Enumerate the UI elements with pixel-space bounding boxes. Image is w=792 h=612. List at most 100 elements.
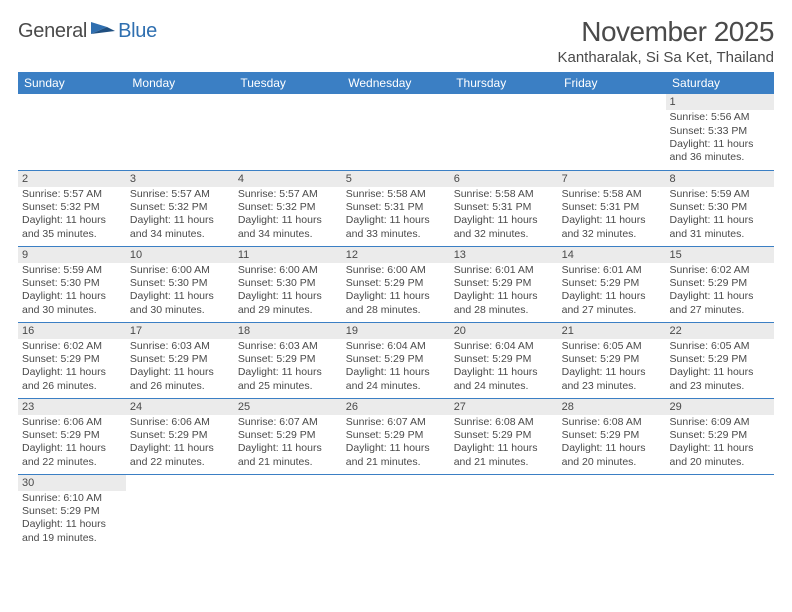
daylight-text: Daylight: 11 hours xyxy=(454,442,554,455)
calendar-cell: 30Sunrise: 6:10 AMSunset: 5:29 PMDayligh… xyxy=(18,474,126,550)
calendar-cell: 8Sunrise: 5:59 AMSunset: 5:30 PMDaylight… xyxy=(666,170,774,246)
location: Kantharalak, Si Sa Ket, Thailand xyxy=(557,49,774,66)
sunrise-text: Sunrise: 6:01 AM xyxy=(562,264,662,277)
sunset-text: Sunset: 5:29 PM xyxy=(454,353,554,366)
calendar-cell: 13Sunrise: 6:01 AMSunset: 5:29 PMDayligh… xyxy=(450,246,558,322)
daylight-text: and 29 minutes. xyxy=(238,304,338,317)
sunrise-text: Sunrise: 6:02 AM xyxy=(22,340,122,353)
daylight-text: Daylight: 11 hours xyxy=(22,366,122,379)
daylight-text: and 34 minutes. xyxy=(238,228,338,241)
calendar-cell xyxy=(558,474,666,550)
daylight-text: Daylight: 11 hours xyxy=(670,214,770,227)
sunset-text: Sunset: 5:29 PM xyxy=(22,353,122,366)
sunset-text: Sunset: 5:29 PM xyxy=(670,429,770,442)
daylight-text: and 35 minutes. xyxy=(22,228,122,241)
sunset-text: Sunset: 5:29 PM xyxy=(346,353,446,366)
day-number: 14 xyxy=(558,247,666,263)
day-number: 28 xyxy=(558,399,666,415)
calendar-cell: 2Sunrise: 5:57 AMSunset: 5:32 PMDaylight… xyxy=(18,170,126,246)
weekday-header: Tuesday xyxy=(234,72,342,94)
day-number: 2 xyxy=(18,171,126,187)
daylight-text: and 23 minutes. xyxy=(670,380,770,393)
sunrise-text: Sunrise: 6:04 AM xyxy=(454,340,554,353)
sunset-text: Sunset: 5:29 PM xyxy=(346,429,446,442)
sunset-text: Sunset: 5:29 PM xyxy=(22,505,122,518)
daylight-text: Daylight: 11 hours xyxy=(238,366,338,379)
daylight-text: Daylight: 11 hours xyxy=(22,290,122,303)
daylight-text: Daylight: 11 hours xyxy=(346,214,446,227)
calendar-cell: 22Sunrise: 6:05 AMSunset: 5:29 PMDayligh… xyxy=(666,322,774,398)
day-number: 24 xyxy=(126,399,234,415)
daylight-text: Daylight: 11 hours xyxy=(454,290,554,303)
day-number: 26 xyxy=(342,399,450,415)
calendar-cell: 7Sunrise: 5:58 AMSunset: 5:31 PMDaylight… xyxy=(558,170,666,246)
sunset-text: Sunset: 5:31 PM xyxy=(346,201,446,214)
sunset-text: Sunset: 5:29 PM xyxy=(670,353,770,366)
daylight-text: Daylight: 11 hours xyxy=(670,442,770,455)
calendar-row: 23Sunrise: 6:06 AMSunset: 5:29 PMDayligh… xyxy=(18,398,774,474)
daylight-text: Daylight: 11 hours xyxy=(130,442,230,455)
calendar-cell: 6Sunrise: 5:58 AMSunset: 5:31 PMDaylight… xyxy=(450,170,558,246)
day-number: 23 xyxy=(18,399,126,415)
daylight-text: and 26 minutes. xyxy=(22,380,122,393)
sunrise-text: Sunrise: 6:09 AM xyxy=(670,416,770,429)
sunrise-text: Sunrise: 6:00 AM xyxy=(238,264,338,277)
weekday-header: Monday xyxy=(126,72,234,94)
daylight-text: Daylight: 11 hours xyxy=(346,442,446,455)
daylight-text: Daylight: 11 hours xyxy=(238,290,338,303)
calendar-cell xyxy=(18,94,126,170)
calendar-cell: 21Sunrise: 6:05 AMSunset: 5:29 PMDayligh… xyxy=(558,322,666,398)
calendar-cell: 3Sunrise: 5:57 AMSunset: 5:32 PMDaylight… xyxy=(126,170,234,246)
calendar-cell: 20Sunrise: 6:04 AMSunset: 5:29 PMDayligh… xyxy=(450,322,558,398)
weekday-header: Thursday xyxy=(450,72,558,94)
daylight-text: and 25 minutes. xyxy=(238,380,338,393)
calendar-cell: 27Sunrise: 6:08 AMSunset: 5:29 PMDayligh… xyxy=(450,398,558,474)
sunset-text: Sunset: 5:29 PM xyxy=(238,429,338,442)
day-number: 16 xyxy=(18,323,126,339)
day-number: 29 xyxy=(666,399,774,415)
sunrise-text: Sunrise: 6:10 AM xyxy=(22,492,122,505)
sunset-text: Sunset: 5:32 PM xyxy=(130,201,230,214)
sunrise-text: Sunrise: 6:04 AM xyxy=(346,340,446,353)
daylight-text: and 21 minutes. xyxy=(346,456,446,469)
calendar-cell: 15Sunrise: 6:02 AMSunset: 5:29 PMDayligh… xyxy=(666,246,774,322)
daylight-text: Daylight: 11 hours xyxy=(454,214,554,227)
sunrise-text: Sunrise: 5:59 AM xyxy=(670,188,770,201)
sunrise-text: Sunrise: 5:57 AM xyxy=(130,188,230,201)
sunset-text: Sunset: 5:30 PM xyxy=(22,277,122,290)
weekday-header: Saturday xyxy=(666,72,774,94)
sunset-text: Sunset: 5:29 PM xyxy=(562,353,662,366)
calendar-cell: 4Sunrise: 5:57 AMSunset: 5:32 PMDaylight… xyxy=(234,170,342,246)
daylight-text: and 28 minutes. xyxy=(346,304,446,317)
day-number: 8 xyxy=(666,171,774,187)
calendar-row: 1Sunrise: 5:56 AMSunset: 5:33 PMDaylight… xyxy=(18,94,774,170)
weekday-header: Friday xyxy=(558,72,666,94)
daylight-text: and 20 minutes. xyxy=(670,456,770,469)
daylight-text: and 36 minutes. xyxy=(670,151,770,164)
sunrise-text: Sunrise: 6:03 AM xyxy=(238,340,338,353)
weekday-header: Sunday xyxy=(18,72,126,94)
calendar-cell: 25Sunrise: 6:07 AMSunset: 5:29 PMDayligh… xyxy=(234,398,342,474)
day-number: 20 xyxy=(450,323,558,339)
daylight-text: and 28 minutes. xyxy=(454,304,554,317)
daylight-text: and 22 minutes. xyxy=(130,456,230,469)
calendar-cell: 10Sunrise: 6:00 AMSunset: 5:30 PMDayligh… xyxy=(126,246,234,322)
logo-flag-icon xyxy=(89,20,117,40)
day-number: 19 xyxy=(342,323,450,339)
day-number: 5 xyxy=(342,171,450,187)
sunrise-text: Sunrise: 6:06 AM xyxy=(22,416,122,429)
day-number: 22 xyxy=(666,323,774,339)
sunrise-text: Sunrise: 5:56 AM xyxy=(670,111,770,124)
daylight-text: Daylight: 11 hours xyxy=(22,518,122,531)
sunrise-text: Sunrise: 5:57 AM xyxy=(238,188,338,201)
sunrise-text: Sunrise: 5:58 AM xyxy=(346,188,446,201)
day-number: 30 xyxy=(18,475,126,491)
daylight-text: and 33 minutes. xyxy=(346,228,446,241)
daylight-text: and 30 minutes. xyxy=(130,304,230,317)
daylight-text: Daylight: 11 hours xyxy=(130,214,230,227)
daylight-text: Daylight: 11 hours xyxy=(562,366,662,379)
sunset-text: Sunset: 5:32 PM xyxy=(22,201,122,214)
sunrise-text: Sunrise: 5:59 AM xyxy=(22,264,122,277)
daylight-text: and 27 minutes. xyxy=(562,304,662,317)
calendar-cell: 17Sunrise: 6:03 AMSunset: 5:29 PMDayligh… xyxy=(126,322,234,398)
